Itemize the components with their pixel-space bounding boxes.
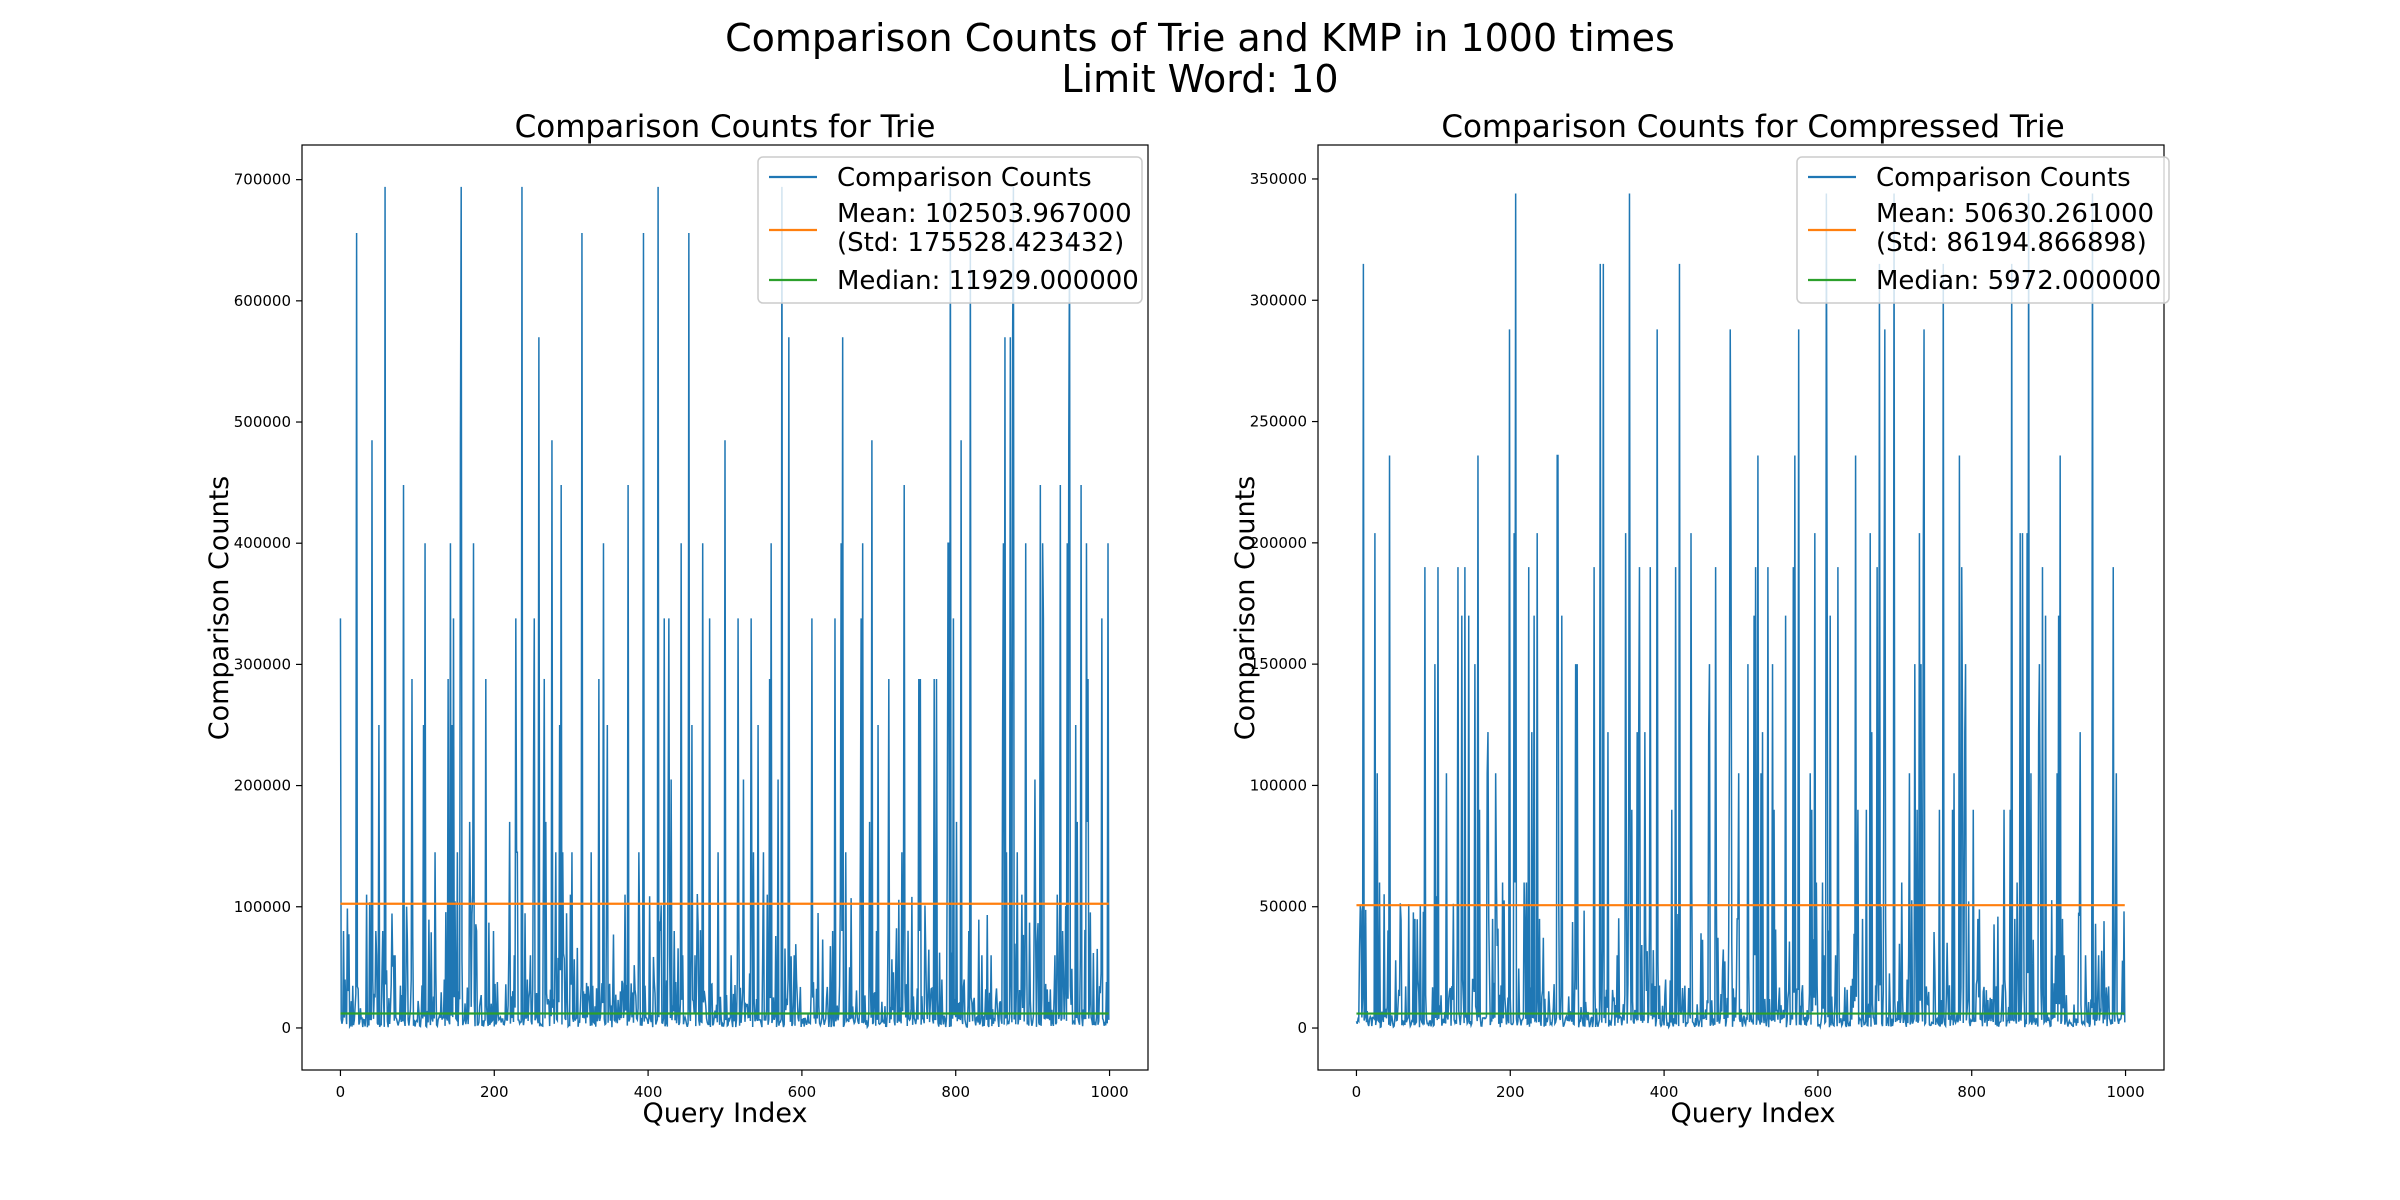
compressed-trie-y-tick-label: 200000 [1250,534,1307,552]
trie-y-tick-label: 600000 [234,292,291,310]
compressed-trie-y-tick-label: 150000 [1250,655,1307,673]
trie-x-tick-label: 600 [788,1083,817,1101]
trie-y-tick-label: 400000 [234,534,291,552]
compressed-trie-panel: Comparison Counts for Compressed Trie Qu… [1230,109,2170,1129]
compressed-trie-y-tick-label: 300000 [1250,291,1307,309]
trie-legend-counts: Comparison Counts [837,163,1092,193]
compressed-trie-y-tick-label: 0 [1297,1019,1307,1037]
trie-x-tick-label: 400 [634,1083,663,1101]
figure-title: Comparison Counts of Trie and KMP in 100… [725,16,1675,60]
trie-legend: Comparison Counts Mean: 102503.967000 (S… [757,156,1143,304]
trie-x-axis-label: Query Index [643,1098,808,1129]
compressed-trie-legend-counts: Comparison Counts [1876,163,2131,193]
compressed-trie-legend-frame [1796,156,2170,304]
compressed-trie-series-comparison-counts [1355,193,2126,1030]
trie-legend-std: (Std: 175528.423432) [837,228,1124,258]
trie-axes-frame [301,144,1149,1071]
trie-y-tick-label: 300000 [234,655,291,673]
compressed-trie-x-tick-label: 600 [1804,1083,1833,1101]
compressed-trie-x-axis-label: Query Index [1671,1098,1836,1129]
compressed-trie-x-tick-label: 1000 [2106,1083,2144,1101]
compressed-trie-legend-std: (Std: 86194.866898) [1876,228,2147,258]
trie-chart-title: Comparison Counts for Trie [515,109,936,145]
compressed-trie-axes-frame [1317,144,2165,1071]
trie-x-tick-label: 800 [941,1083,970,1101]
trie-legend-mean: Mean: 102503.967000 [837,199,1132,229]
compressed-trie-legend-median: Median: 5972.000000 [1876,266,2161,296]
trie-panel: Comparison Counts for Trie Query Index C… [204,109,1149,1129]
compressed-trie-x-tick-label: 400 [1650,1083,1679,1101]
trie-y-tick-label: 0 [281,1019,291,1037]
compressed-trie-legend-mean: Mean: 50630.261000 [1876,199,2154,229]
trie-y-tick-label: 500000 [234,413,291,431]
trie-x-tick-label: 1000 [1090,1083,1128,1101]
trie-x-tick-label: 0 [336,1083,346,1101]
trie-y-axis-label: Comparison Counts [204,476,235,741]
compressed-trie-legend: Comparison Counts Mean: 50630.261000 (St… [1796,156,2170,304]
trie-legend-frame [757,156,1143,304]
compressed-trie-y-tick-label: 250000 [1250,413,1307,431]
trie-y-tick-label: 200000 [234,777,291,795]
compressed-trie-chart-title: Comparison Counts for Compressed Trie [1441,109,2064,145]
compressed-trie-y-axis-label: Comparison Counts [1230,476,1261,741]
compressed-trie-x-tick-label: 200 [1496,1083,1525,1101]
trie-legend-median: Median: 11929.000000 [837,266,1139,296]
trie-x-tick-label: 200 [480,1083,509,1101]
compressed-trie-x-tick-label: 800 [1957,1083,1986,1101]
compressed-trie-y-tick-label: 100000 [1250,776,1307,794]
trie-y-tick-label: 100000 [234,898,291,916]
trie-y-tick-label: 700000 [234,171,291,189]
trie-plot-area: 0 200 400 600 800 1000 0 100000 200000 300000 4000… [234,144,1149,1101]
compressed-trie-x-tick-label: 0 [1352,1083,1362,1101]
figure-subtitle: Limit Word: 10 [1061,57,1338,101]
trie-series-comparison-counts [339,186,1110,1030]
compressed-trie-y-tick-label: 50000 [1259,898,1307,916]
compressed-trie-plot-area: 0 200 400 600 800 1000 0 50000 100000 150000 20000… [1250,144,2165,1101]
compressed-trie-y-tick-label: 350000 [1250,170,1307,188]
